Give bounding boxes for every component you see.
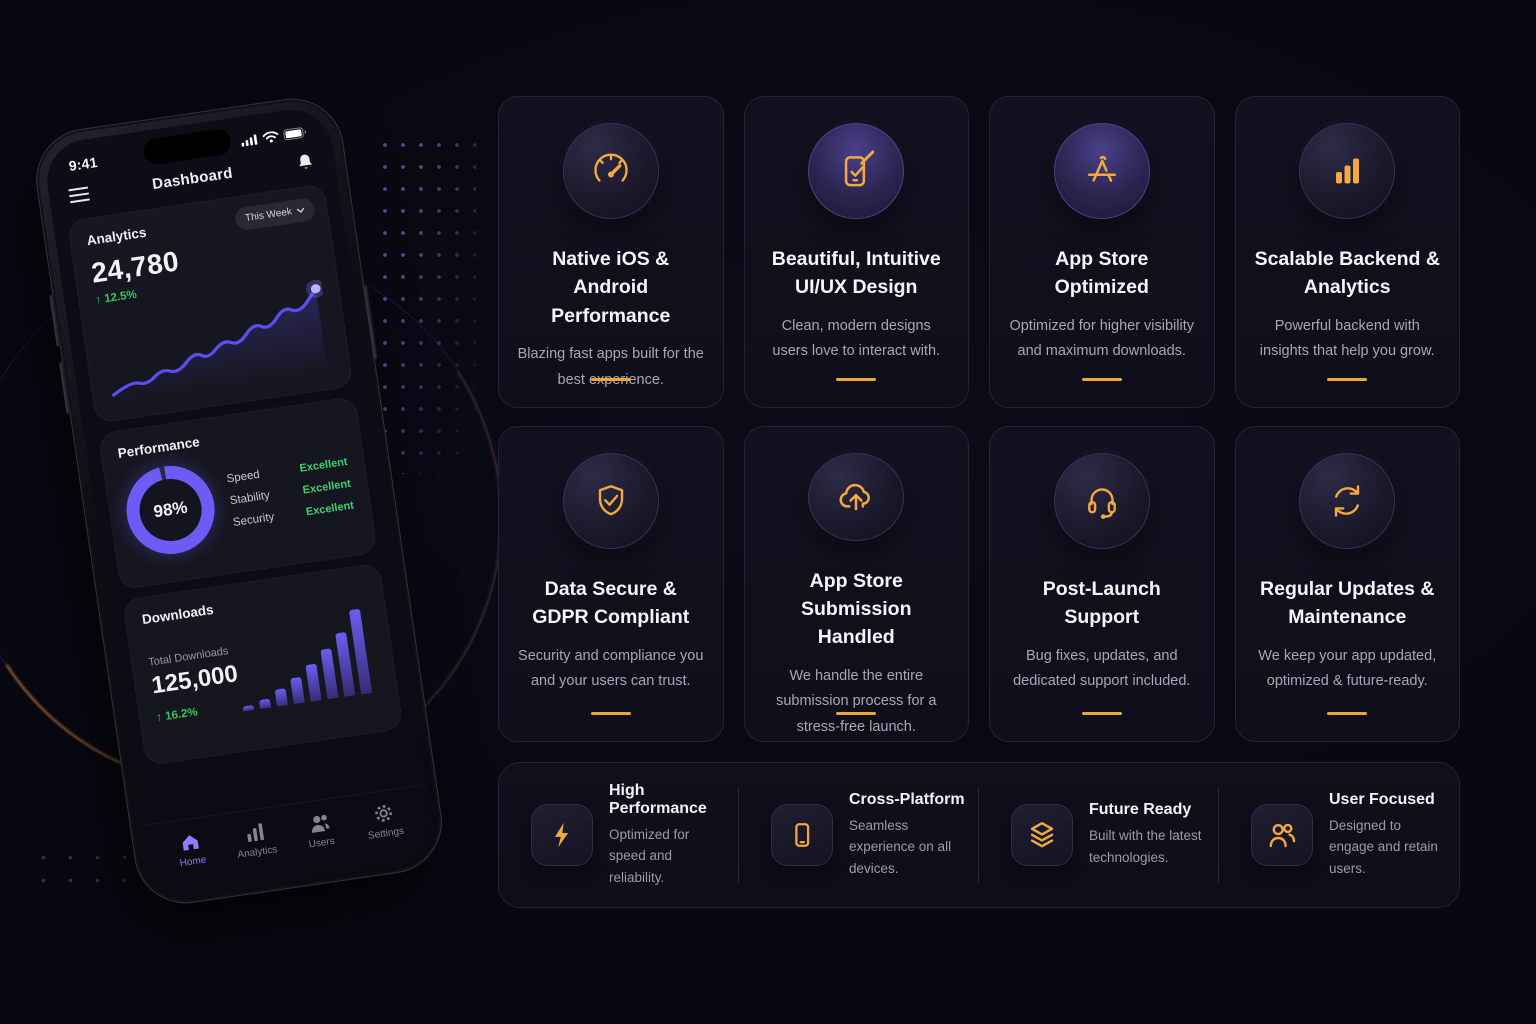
chevron-down-icon: [296, 207, 305, 214]
card-app-store-optimized: App Store Optimized Optimized for higher…: [989, 96, 1215, 408]
strip-title: High Performance: [609, 781, 707, 817]
strip-desc: Designed to engage and retain users.: [1329, 817, 1438, 876]
card-regular-updates: Regular Updates & Maintenance We keep yo…: [1234, 426, 1460, 742]
card-title: Data Secure & GDPR Compliant: [532, 578, 690, 629]
sync-icon: [1299, 453, 1396, 549]
speedometer-icon: [562, 123, 659, 219]
card-post-launch-support: Post-Launch Support Bug fixes, updates, …: [989, 426, 1215, 742]
feature-card-grid: Native iOS & Android Performance Blazing…: [498, 96, 1460, 742]
card-accent-dash: [1081, 711, 1122, 715]
performance-card: Performance 98% Speed Excellent Stabilit…: [97, 396, 378, 591]
nav-item-home[interactable]: Home: [162, 829, 220, 871]
card-title: Regular Updates & Maintenance: [1260, 578, 1435, 629]
layers-icon: [1011, 804, 1073, 866]
users-icon: [311, 814, 330, 833]
cellular-signal-icon: [241, 133, 258, 147]
nav-item-analytics[interactable]: Analytics: [226, 819, 284, 861]
card-uiux-design: Beautiful, Intuitive UI/UX Design Clean,…: [743, 96, 969, 408]
strip-title: Cross-Platform: [849, 790, 965, 808]
card-accent-dash: [836, 711, 877, 715]
performance-donut: 98%: [120, 460, 221, 560]
period-dropdown[interactable]: This Week: [233, 197, 317, 232]
strip-title: Future Ready: [1089, 801, 1192, 819]
card-desc: We handle the entire submission process …: [776, 667, 937, 736]
strip-item-cross-platform: Cross-Platform Seamless experience on al…: [739, 763, 979, 907]
card-accent-dash: [590, 377, 631, 381]
wifi-icon: [262, 130, 279, 142]
app-store-icon: [1053, 123, 1150, 219]
analytics-icon: [246, 823, 264, 843]
card-accent-dash: [1327, 377, 1368, 381]
performance-percent: 98%: [135, 474, 206, 546]
card-native-performance: Native iOS & Android Performance Blazing…: [498, 96, 724, 408]
card-desc: Optimized for higher visibility and maxi…: [1009, 317, 1195, 360]
card-submission-handled: App Store Submission Handled We handle t…: [743, 426, 969, 742]
card-desc: Security and compliance you and your use…: [518, 647, 704, 690]
strip-desc: Built with the latest technologies.: [1089, 828, 1202, 865]
analytics-card: Analytics This Week 24,780 ↑ 12.5%: [66, 183, 354, 424]
card-desc: Powerful backend with insights that help…: [1259, 317, 1435, 360]
downloads-change: ↑ 16.2%: [155, 706, 199, 725]
card-accent-dash: [590, 711, 631, 715]
nav-item-settings[interactable]: Settings: [355, 800, 414, 843]
strip-item-future-ready: Future Ready Built with the latest techn…: [979, 763, 1219, 907]
card-accent-dash: [836, 377, 877, 381]
card-desc: Bug fixes, updates, and dedicated suppor…: [1013, 647, 1191, 690]
cloud-upload-icon: [808, 453, 905, 541]
card-scalable-backend: Scalable Backend & Analytics Powerful ba…: [1234, 96, 1460, 408]
downloads-bar-chart: [230, 600, 381, 712]
card-accent-dash: [1327, 711, 1368, 715]
menu-icon[interactable]: [68, 186, 91, 204]
card-title: App Store Submission Handled: [800, 569, 912, 649]
card-desc: Blazing fast apps built for the best exp…: [517, 345, 704, 388]
bar-chart-icon: [1299, 123, 1396, 219]
card-title: Native iOS & Android Performance: [551, 248, 671, 327]
card-title: App Store Optimized: [1054, 248, 1149, 299]
smartphone-icon: [771, 804, 833, 866]
strip-desc: Seamless experience on all devices.: [849, 817, 952, 876]
strip-title: User Focused: [1329, 790, 1435, 808]
card-title: Scalable Backend & Analytics: [1254, 248, 1440, 299]
status-bar: 9:41: [42, 104, 332, 179]
decorative-dot-grid-purple: [376, 134, 476, 474]
strip-item-high-performance: High Performance Optimized for speed and…: [499, 763, 739, 907]
card-desc: We keep your app updated, optimized & fu…: [1258, 647, 1437, 690]
phone-design-icon: [808, 123, 905, 219]
status-time: 9:41: [67, 153, 99, 174]
card-desc: Clean, modern designs users love to inte…: [772, 317, 941, 360]
card-accent-dash: [1081, 377, 1122, 381]
lightning-icon: [531, 804, 593, 866]
battery-icon: [283, 126, 306, 140]
downloads-card: Downloads Total Downloads 125,000 ↑ 16.2…: [122, 562, 404, 767]
strip-desc: Optimized for speed and reliability.: [609, 826, 690, 885]
app-title: Dashboard: [151, 164, 234, 193]
phone-bottom-nav: Home Analytics: [140, 783, 437, 898]
phone-mockup: 9:41: [29, 91, 449, 911]
card-data-secure: Data Secure & GDPR Compliant Security an…: [498, 426, 724, 742]
card-title: Post-Launch Support: [1042, 578, 1161, 629]
shield-check-icon: [562, 453, 659, 549]
chart-endpoint-dot: [310, 284, 321, 294]
users-icon: [1251, 804, 1313, 866]
headset-icon: [1053, 453, 1150, 549]
strip-item-user-focused: User Focused Designed to engage and reta…: [1219, 763, 1459, 907]
highlights-strip: High Performance Optimized for speed and…: [498, 762, 1460, 908]
nav-item-users[interactable]: Users: [291, 810, 349, 852]
period-value: This Week: [244, 206, 293, 225]
home-icon: [182, 835, 199, 851]
analytics-line-chart: [111, 279, 328, 403]
settings-icon: [374, 805, 392, 822]
card-title: Beautiful, Intuitive UI/UX Design: [771, 248, 941, 299]
bell-icon[interactable]: [294, 151, 316, 174]
phone-screen: 9:41: [41, 104, 437, 898]
